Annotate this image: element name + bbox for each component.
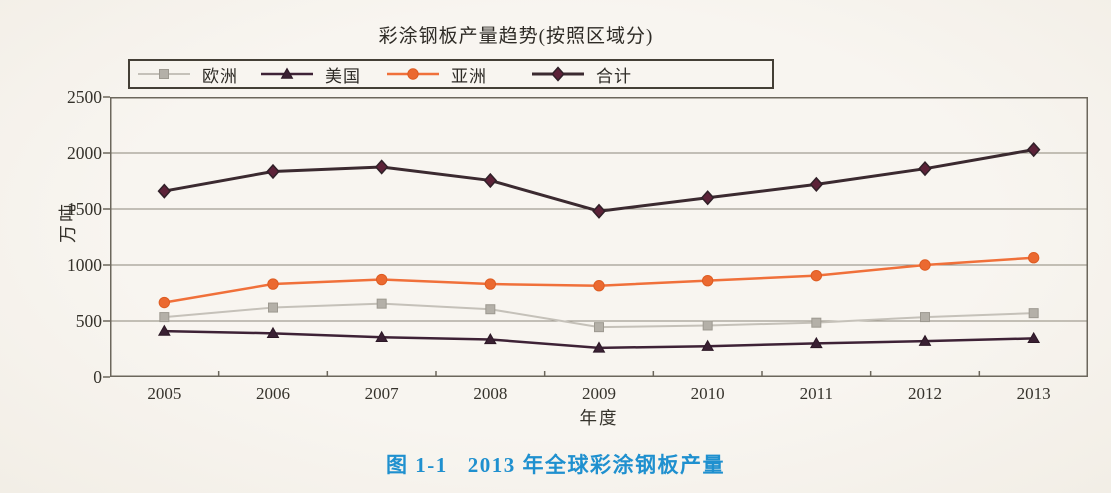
chart-title: 彩涂钢板产量趋势(按照区域分) (378, 26, 654, 47)
x-tick-label: 2005 (147, 384, 182, 403)
x-tick-label: 2013 (1016, 384, 1051, 403)
y-tick-label: 1500 (67, 199, 102, 219)
y-tick-label: 0 (93, 367, 102, 387)
legend-item-2: 亚洲 (387, 62, 487, 87)
plot-svg (103, 96, 1088, 378)
legend-label: 欧洲 (202, 66, 238, 86)
x-tick-label: 2011 (799, 384, 834, 403)
legend-sample-circle-icon (387, 68, 439, 80)
legend-sample-diamond-icon (532, 66, 584, 82)
legend-item-1: 美国 (261, 62, 361, 87)
y-tick-label: 2500 (67, 87, 102, 107)
figure-number: 图 1-1 (386, 453, 448, 477)
legend-label: 亚洲 (451, 66, 487, 86)
figure-caption-text: 2013 年全球彩涂钢板产量 (467, 453, 725, 477)
y-tick-label: 2000 (67, 143, 102, 163)
figure-caption: 图 1-1 2013 年全球彩涂钢板产量 (0, 449, 1111, 479)
x-axis-title: 年度 (579, 408, 619, 428)
legend-label: 美国 (325, 66, 361, 86)
y-tick-label: 500 (75, 311, 102, 331)
legend-item-3: 合计 (532, 62, 632, 87)
x-tick-label: 2010 (690, 384, 725, 403)
x-tick-label: 2012 (908, 384, 942, 403)
legend-sample-square-icon (138, 69, 190, 79)
x-tick-label: 2009 (582, 384, 616, 403)
legend-item-0: 欧洲 (138, 62, 238, 87)
x-tick-label: 2008 (473, 384, 508, 403)
y-axis-title: 万吨 (58, 201, 78, 243)
x-tick-label: 2007 (364, 384, 399, 403)
x-tick-label: 2006 (256, 384, 290, 403)
legend-sample-triangle-icon (261, 67, 313, 79)
plot-area (103, 96, 1088, 378)
legend-label: 合计 (596, 66, 632, 86)
legend: 欧洲 美国 亚洲 合计 (128, 59, 774, 89)
y-tick-label: 1000 (67, 255, 102, 275)
